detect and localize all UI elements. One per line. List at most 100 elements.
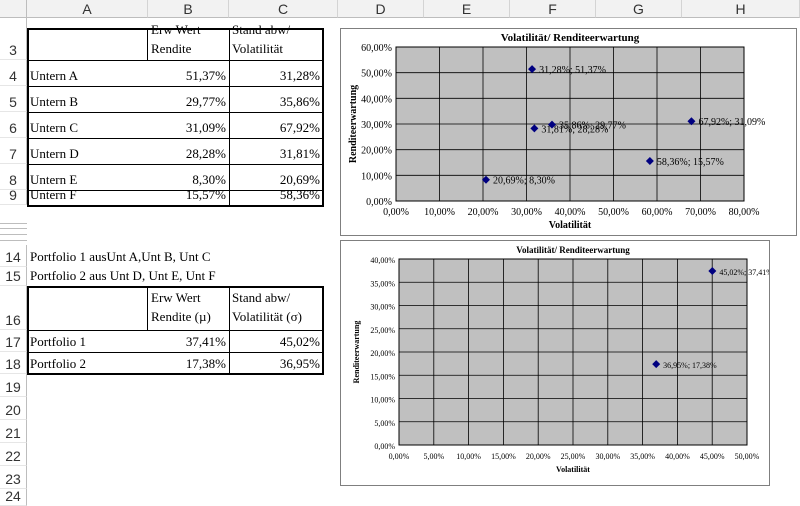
cell-a8[interactable]: Untern E [30, 172, 78, 187]
data-point-marker [652, 360, 661, 369]
data-point-marker [687, 117, 696, 126]
y-tick-label: 10,00% [370, 396, 395, 405]
data-point-marker [482, 175, 491, 184]
cell-b18[interactable]: 17,38% [185, 356, 226, 371]
row-header-20[interactable]: 20 [0, 397, 27, 420]
cell-a18[interactable]: Portfolio 2 [30, 356, 86, 371]
data-point-marker [708, 267, 717, 276]
cell-a15[interactable]: Portfolio 2 aus Unt D, Unt E, Unt F [30, 268, 216, 283]
column-header-c[interactable]: C [229, 0, 338, 18]
data-label: 31,28%; 51,37% [539, 65, 606, 76]
cell-c16[interactable]: Stand abw/Volatilität (σ) [232, 290, 302, 324]
y-tick-label: 40,00% [370, 256, 395, 265]
cell-c5[interactable]: 35,86% [279, 94, 320, 109]
column-header-f[interactable]: F [510, 0, 596, 18]
column-header-d[interactable]: D [338, 0, 424, 18]
cell-a7[interactable]: Untern D [30, 146, 79, 161]
row-header-16[interactable]: 16 [0, 286, 27, 330]
row-header-15[interactable]: 15 [0, 267, 27, 286]
table-1-vline-c [229, 28, 230, 207]
x-tick-label: 45,00% [700, 452, 725, 461]
x-tick-label: 15,00% [491, 452, 516, 461]
x-tick-label: 40,00% [665, 452, 690, 461]
row-header-4[interactable]: 4 [0, 60, 27, 86]
row-header-22[interactable]: 22 [0, 443, 27, 466]
row-header-7[interactable]: 7 [0, 138, 27, 164]
row-header-6[interactable]: 6 [0, 112, 27, 138]
cell-b17[interactable]: 37,41% [185, 334, 226, 349]
data-point-marker [547, 120, 556, 129]
row-header-14[interactable]: 14 [0, 245, 27, 267]
data-label: 67,92%; 31,09% [698, 117, 765, 128]
row-header-18[interactable]: 18 [0, 352, 27, 374]
y-tick-label: 50,00% [361, 69, 392, 80]
cell-b4[interactable]: 51,37% [185, 68, 226, 83]
x-tick-label: 35,00% [630, 452, 655, 461]
row-header-19[interactable]: 19 [0, 374, 27, 397]
cell-a4[interactable]: Untern A [30, 68, 79, 83]
column-header-h[interactable]: H [682, 0, 800, 18]
y-tick-label: 60,00% [361, 43, 392, 54]
column-header-e[interactable]: E [424, 0, 510, 18]
row-header-8[interactable]: 8 [0, 164, 27, 190]
x-tick-label: 80,00% [729, 207, 760, 218]
row-header-3[interactable]: 3 [0, 18, 27, 60]
y-tick-label: 30,00% [370, 303, 395, 312]
data-label: 58,36%; 15,57% [657, 157, 724, 168]
table-2-row-line [27, 352, 324, 353]
x-tick-label: 10,00% [456, 452, 481, 461]
y-tick-label: 20,00% [361, 146, 392, 157]
cell-c4[interactable]: 31,28% [279, 68, 320, 83]
y-tick-label: 0,00% [374, 442, 395, 451]
table-1-header-line [27, 60, 324, 61]
row-header-21[interactable]: 21 [0, 420, 27, 443]
cell-b16[interactable]: Erw Wert Rendite (µ) [151, 290, 211, 324]
column-header-b[interactable]: B [148, 0, 229, 18]
x-axis-label: Volatilität [549, 220, 592, 231]
data-point-marker [528, 65, 537, 74]
cell-c17[interactable]: 45,02% [279, 334, 320, 349]
select-all-corner[interactable] [0, 0, 27, 18]
cell-a5[interactable]: Untern B [30, 94, 79, 109]
column-header-g[interactable]: G [596, 0, 682, 18]
row-header-9[interactable]: 9 [0, 187, 27, 205]
data-label: 31,81%; 28,28% [541, 124, 608, 135]
x-tick-label: 30,00% [511, 207, 542, 218]
cell-a6[interactable]: Untern C [30, 120, 79, 135]
x-tick-label: 20,00% [468, 207, 499, 218]
chart-2[interactable]: Volatilität/ Renditeerwartung 0,00% 5,00% 1… [340, 240, 773, 486]
table-2-vline-c [229, 286, 230, 375]
cell-b5[interactable]: 29,77% [185, 94, 226, 109]
cell-a17[interactable]: Portfolio 1 [30, 334, 86, 349]
chart-1-svg: Volatilität/ Renditeerwartung 0,00% 10,00%… [348, 32, 765, 231]
cell-c8[interactable]: 20,69% [279, 172, 320, 187]
chart-2-svg: Volatilität/ Renditeerwartung 0,00% 5,00% 1… [352, 245, 773, 474]
x-tick-label: 20,00% [526, 452, 551, 461]
y-tick-label: 40,00% [361, 94, 392, 105]
cell-c6[interactable]: 67,92% [279, 120, 320, 135]
data-label: 45,02%; 37,41% [719, 268, 769, 277]
table-2-vline-b [147, 286, 148, 330]
y-tick-label: 20,00% [370, 349, 395, 358]
x-tick-label: 30,00% [595, 452, 620, 461]
data-label: 35,86%; 29,77% [559, 121, 626, 132]
row-header-24[interactable]: 24 [0, 488, 27, 506]
cell-b6[interactable]: 31,09% [185, 120, 226, 135]
row-header-17[interactable]: 17 [0, 330, 27, 352]
chart-1[interactable]: Volatilität/ Renditeerwartung 0,00% 10,00%… [340, 28, 797, 236]
x-tick-label: 70,00% [685, 207, 716, 218]
cell-b8[interactable]: 8,30% [192, 172, 226, 187]
cell-c18[interactable]: 36,95% [279, 356, 320, 371]
x-tick-label: 5,00% [423, 452, 444, 461]
column-header-a[interactable]: A [27, 0, 148, 18]
cell-c3[interactable]: Stand abw/Volatilität [232, 22, 291, 56]
row-header-5[interactable]: 5 [0, 86, 27, 112]
row-header-23[interactable]: 23 [0, 466, 27, 489]
cell-c7[interactable]: 31,81% [279, 146, 320, 161]
table-1-row-line [27, 86, 324, 87]
cell-a14[interactable]: Portfolio 1 ausUnt A,Unt B, Unt C [30, 249, 211, 264]
y-axis-label: Renditeerwartung [348, 85, 359, 163]
x-tick-label: 60,00% [642, 207, 673, 218]
chart-title: Volatilität/ Renditeerwartung [516, 245, 630, 255]
cell-b7[interactable]: 28,28% [185, 146, 226, 161]
